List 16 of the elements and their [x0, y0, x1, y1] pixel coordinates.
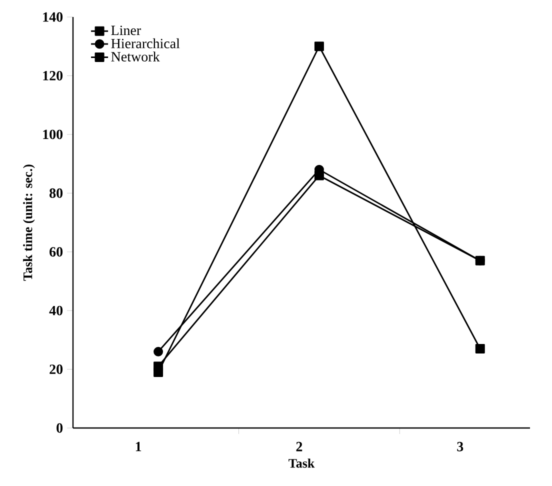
y-axis-title: Task time (unit: sec.) — [23, 164, 35, 281]
y-tick-label: 20 — [50, 364, 63, 374]
y-tick-label: 40 — [49, 306, 63, 316]
y-tick-label: 80 — [50, 188, 63, 198]
y-tick-label: 140 — [43, 12, 63, 22]
legend-label: Network — [111, 52, 160, 62]
legend-label: Liner — [111, 26, 141, 36]
x-axis-title: Task — [288, 458, 315, 468]
y-tick-label: 60 — [50, 247, 63, 257]
x-tick-label: 1 — [136, 442, 142, 452]
y-tick-label: 100 — [43, 130, 63, 140]
x-tick-label: 3 — [457, 442, 464, 452]
x-tick-label: 2 — [296, 442, 302, 452]
y-tick-label: 120 — [43, 70, 63, 80]
y-tick-label: 0 — [56, 423, 63, 433]
legend-label: Hierarchical — [111, 38, 180, 48]
